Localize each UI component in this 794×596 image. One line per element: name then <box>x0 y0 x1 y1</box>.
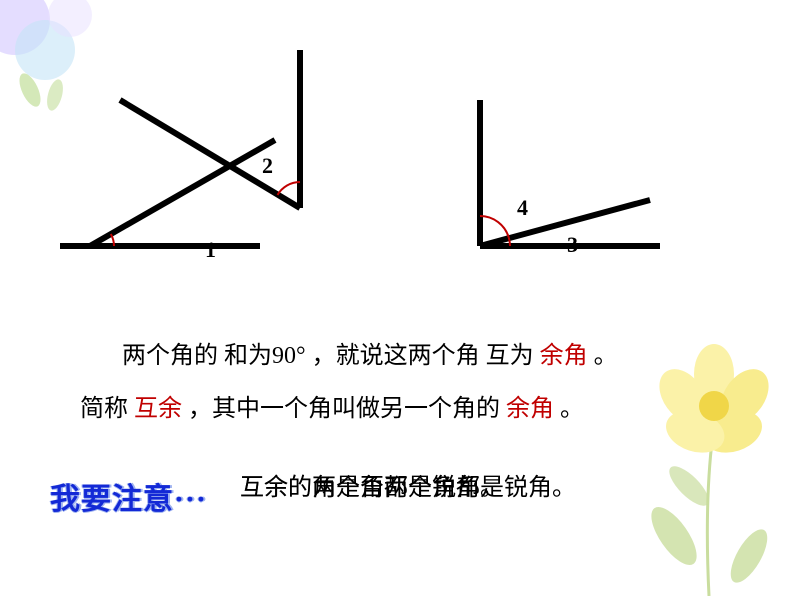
text-segment: 和为90° <box>224 343 306 369</box>
angle-label-4: 4 <box>517 195 528 221</box>
text-segment: 两个角的 <box>122 343 224 369</box>
text-segment: ，其中一个角叫做另一个角的 <box>188 396 500 422</box>
angle-label-1: 1 <box>205 237 216 263</box>
angle-label-3: 3 <box>567 232 578 258</box>
definition-text: 两个角的 和为90° ，就说这两个角 互为 余角 。 简称 互余 ，其中一个角叫… <box>80 330 740 436</box>
definition-line-1: 两个角的 和为90° ，就说这两个角 互为 余角 。 <box>80 330 740 383</box>
text-segment: ，就说这两个角 互为 <box>312 343 534 369</box>
text-highlight: 余角 <box>540 343 588 369</box>
diagram-svg <box>0 40 794 300</box>
attention-label: 我要注意··· <box>50 474 207 518</box>
text-segment: 。 <box>594 343 618 369</box>
text-highlight: 互余 <box>134 396 182 422</box>
angle-label-2: 2 <box>262 153 273 179</box>
text-segment: 。 <box>560 396 584 422</box>
text-highlight: 余角 <box>506 396 554 422</box>
text-segment: 互余的两个角都是锐角。 <box>240 474 504 503</box>
text-segment: 简称 <box>80 396 128 422</box>
angle-diagrams: 1 2 3 4 <box>0 40 794 300</box>
definition-line-2: 简称 互余 ，其中一个角叫做另一个角的 余角 。 <box>80 383 740 436</box>
